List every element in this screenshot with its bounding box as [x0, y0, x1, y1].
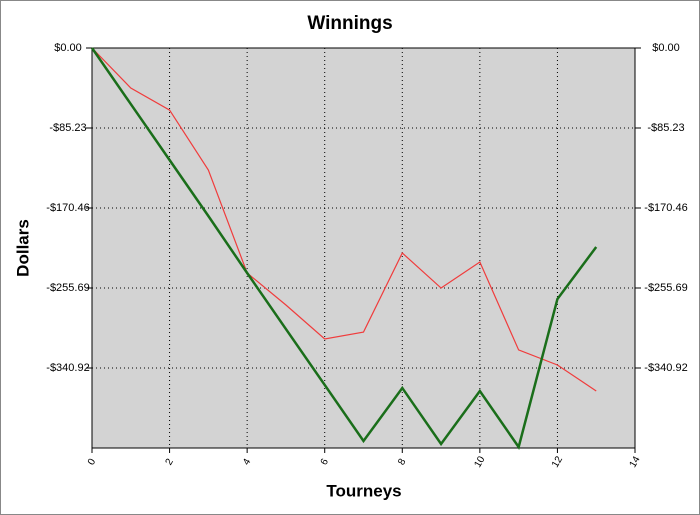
x-tick-label: 12: [550, 454, 565, 470]
x-tick-label: 6: [319, 457, 332, 468]
y-tick-label: -$170.46: [46, 202, 89, 214]
y2-tick-label: -$170.46: [644, 202, 687, 214]
y-tick-label: -$255.69: [46, 282, 89, 294]
x-tick-label: 8: [396, 457, 409, 468]
x-tick-label: 4: [241, 457, 254, 468]
y-tick-label: $0.00: [54, 42, 82, 54]
x-tick-label: 14: [628, 454, 643, 470]
y-tick-label: -$340.92: [46, 362, 89, 374]
line-series: [90, 47, 598, 450]
x-axis-title: Tourneys: [326, 481, 401, 500]
plot-area: [92, 48, 635, 448]
plot-border: [91, 47, 636, 449]
y-tick-label: -$85.23: [49, 122, 86, 134]
x-tick-label: 10: [472, 454, 487, 470]
y2-tick-label: -$85.23: [647, 122, 684, 134]
y2-tick-label: -$340.92: [644, 362, 687, 374]
y2-tick-label: -$255.69: [644, 282, 687, 294]
line-series: [91, 47, 597, 392]
x-tick-label: 0: [86, 457, 99, 468]
x-tick-label: 2: [164, 457, 177, 468]
y-axis-title: Dollars: [13, 219, 32, 277]
y2-tick-label: $0.00: [652, 42, 680, 54]
chart-title: Winnings: [307, 13, 392, 34]
